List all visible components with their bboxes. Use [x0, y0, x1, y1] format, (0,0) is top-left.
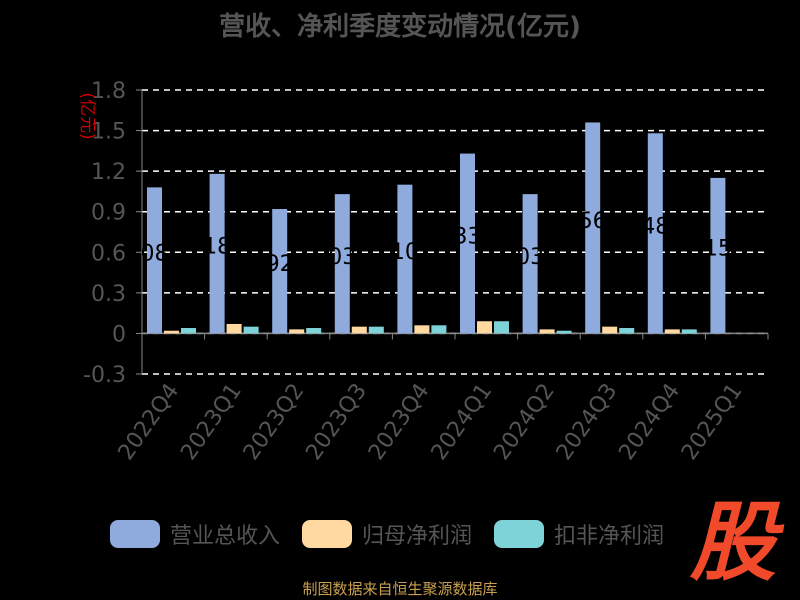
- y-tick-label: 0.3: [91, 282, 126, 307]
- bar-net-profit[interactable]: [351, 326, 367, 334]
- bar-revenue[interactable]: [647, 133, 663, 334]
- data-label-revenue: 03: [328, 245, 356, 270]
- legend-item-revenue[interactable]: 营业总收入: [110, 518, 280, 550]
- data-label-revenue: 56: [579, 209, 607, 234]
- bar-deducted-profit[interactable]: [556, 330, 572, 334]
- x-tick-label: 2024Q4: [614, 379, 685, 465]
- x-tick-label: 2023Q3: [301, 379, 372, 465]
- bar-deducted-profit[interactable]: [243, 326, 259, 334]
- x-tick-label: 2024Q2: [489, 379, 560, 465]
- bar-deducted-profit[interactable]: [681, 329, 697, 334]
- bar-revenue[interactable]: [585, 122, 601, 334]
- x-tick-label: 2023Q4: [364, 379, 435, 465]
- bar-deducted-profit[interactable]: [619, 328, 635, 334]
- x-tick-label: 2024Q1: [427, 379, 498, 465]
- y-tick-label: 1.5: [91, 120, 126, 145]
- data-label-revenue: 08: [141, 241, 169, 266]
- y-tick-label: 1.8: [91, 79, 126, 104]
- x-tick-label: 2023Q2: [239, 379, 310, 465]
- bar-revenue[interactable]: [334, 194, 350, 334]
- legend-swatch-revenue: [110, 520, 160, 548]
- bar-net-profit[interactable]: [664, 329, 680, 334]
- x-tick-label: 2025Q1: [677, 379, 748, 465]
- y-tick-label: 0: [112, 322, 126, 347]
- bar-revenue[interactable]: [147, 187, 162, 334]
- chart-legend: 营业总收入 归母净利润 扣非净利润: [110, 518, 664, 550]
- bar-revenue[interactable]: [460, 153, 475, 334]
- legend-item-net-profit[interactable]: 归母净利润: [302, 518, 472, 550]
- data-label-revenue: 92: [266, 252, 294, 277]
- logo: 股: [690, 493, 776, 593]
- x-tick-label: 2023Q1: [176, 379, 247, 465]
- bar-revenue[interactable]: [397, 184, 413, 334]
- legend-label-net-profit: 归母净利润: [362, 524, 473, 549]
- bar-deducted-profit[interactable]: [368, 326, 384, 334]
- bar-net-profit[interactable]: [164, 330, 179, 334]
- bar-revenue[interactable]: [272, 209, 288, 334]
- data-label-revenue: 10: [391, 240, 419, 265]
- x-tick-label: 2024Q3: [552, 379, 623, 465]
- data-labels: 08 18 92 03 10 33 03 56 48 15: [141, 209, 732, 277]
- source-note: 制图数据来自恒生聚源数据库: [302, 580, 498, 598]
- bar-deducted-profit[interactable]: [181, 328, 196, 334]
- legend-swatch-deducted-profit: [494, 520, 545, 548]
- data-label-revenue: 48: [641, 214, 669, 239]
- data-label-revenue: 33: [454, 224, 482, 249]
- legend-swatch-net-profit: [302, 520, 353, 548]
- bar-revenue[interactable]: [710, 177, 726, 334]
- y-tick-label: 0.9: [91, 201, 126, 226]
- bar-net-profit[interactable]: [226, 323, 242, 334]
- legend-label-revenue: 营业总收入: [170, 524, 281, 549]
- bar-deducted-profit[interactable]: [306, 328, 322, 334]
- bar-deducted-profit[interactable]: [431, 325, 447, 334]
- bar-net-profit[interactable]: [289, 329, 305, 334]
- data-label-revenue: 18: [203, 235, 231, 260]
- data-label-revenue: 03: [516, 245, 544, 270]
- data-label-revenue: 15: [704, 237, 732, 262]
- legend-label-deducted-profit: 扣非净利润: [554, 524, 665, 549]
- y-tick-label: 1.2: [91, 160, 126, 185]
- bars: [147, 122, 726, 334]
- y-axis-unit-label: (亿元): [77, 92, 97, 139]
- x-tick-label: 2022Q4: [114, 379, 185, 465]
- bar-net-profit[interactable]: [477, 321, 492, 334]
- bar-revenue[interactable]: [522, 194, 538, 334]
- legend-item-deducted-profit[interactable]: 扣非净利润: [494, 518, 664, 550]
- bar-net-profit[interactable]: [539, 329, 555, 334]
- y-tick-label: -0.3: [83, 363, 126, 388]
- bar-deducted-profit[interactable]: [494, 321, 509, 334]
- bar-net-profit[interactable]: [602, 326, 618, 334]
- bar-revenue[interactable]: [209, 173, 225, 334]
- y-tick-label: 0.6: [91, 241, 126, 266]
- bar-net-profit[interactable]: [414, 325, 430, 334]
- chart-title: 营收、净利季度变动情况(亿元): [219, 12, 581, 42]
